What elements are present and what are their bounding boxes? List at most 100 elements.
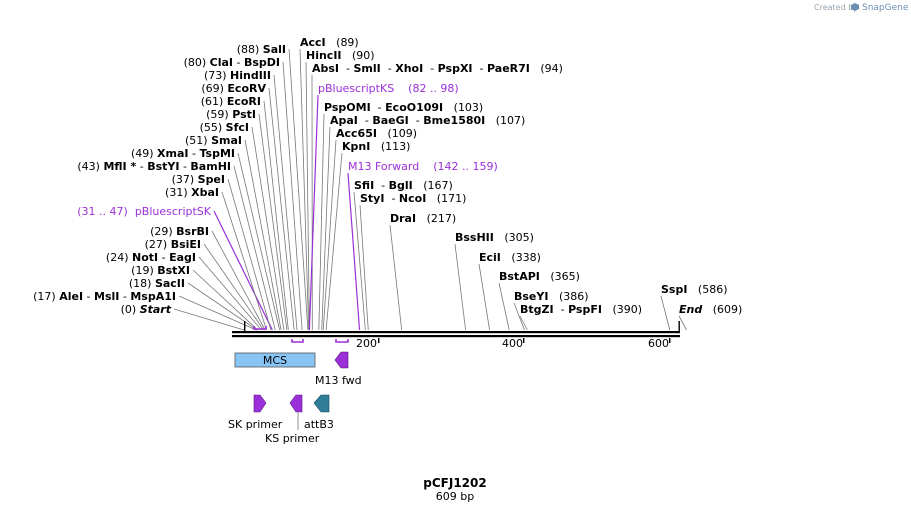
leader-line-l38	[678, 315, 687, 331]
label-part: SalI	[263, 43, 286, 56]
label-part: (59)	[206, 108, 232, 121]
label-part: (51)	[185, 134, 211, 147]
site-label-l13[interactable]: (55) SfcI	[200, 121, 249, 134]
label-part: StyI	[360, 192, 384, 205]
label-part: ApaI	[330, 114, 358, 127]
site-label-l34[interactable]: BstAPI (365)	[499, 270, 580, 283]
site-label-l15[interactable]: (61) EcoRI	[201, 95, 261, 108]
label-part: KpnI	[342, 140, 370, 153]
site-label-l19[interactable]: (88) SalI	[237, 43, 286, 56]
label-part: -	[119, 290, 130, 303]
leader-line-l24	[318, 113, 325, 331]
site-label-l20[interactable]: AccI (89)	[300, 36, 359, 49]
label-part: (80)	[184, 56, 210, 69]
site-label-l11[interactable]: (49) XmaI - TspMI	[131, 147, 235, 160]
label-part: (103)	[443, 101, 483, 114]
label-part: (386)	[548, 290, 588, 303]
site-label-l33[interactable]: EciI (338)	[479, 251, 541, 264]
site-label-l9[interactable]: (37) SpeI	[172, 173, 225, 186]
attb3-label: attB3	[304, 418, 334, 431]
primer-label-l7[interactable]: (31 .. 47) pBluescriptSK	[77, 205, 212, 218]
site-label-l25[interactable]: ApaI - BaeGI - Bme1580I (107)	[330, 114, 525, 127]
site-label-l5[interactable]: (27) BsiEI	[145, 238, 201, 251]
site-label-l37[interactable]: SspI (586)	[661, 283, 728, 296]
primer-label-l23[interactable]: pBluescriptKS (82 .. 98)	[318, 82, 459, 95]
attb3-arrow-icon[interactable]	[313, 394, 330, 413]
site-label-l16[interactable]: (69) EcoRV	[201, 82, 266, 95]
site-label-l24[interactable]: PspOMI - EcoO109I (103)	[324, 101, 483, 114]
label-part: BsrBI	[176, 225, 209, 238]
primer-mark-ks	[291, 339, 304, 343]
site-label-l36[interactable]: BtgZI - PspFI (390)	[520, 303, 642, 316]
label-part: XhoI	[395, 62, 423, 75]
site-label-l29[interactable]: SfiI - BglI (167)	[354, 179, 453, 192]
site-label-l0[interactable]: (0) Start	[121, 303, 172, 316]
site-label-l32[interactable]: BssHII (305)	[455, 231, 534, 244]
site-label-l38[interactable]: End (609)	[679, 303, 742, 316]
ruler-tick-200	[378, 338, 380, 343]
label-part: BstXI	[157, 264, 190, 277]
site-label-l1[interactable]: (17) AleI - MslI - MspA1I	[33, 290, 176, 303]
label-part: SacII	[155, 277, 185, 290]
site-label-l31[interactable]: DraI (217)	[390, 212, 456, 225]
primer-mark-sk	[253, 326, 267, 330]
label-part: -	[136, 160, 147, 173]
label-part: -	[371, 101, 385, 114]
label-part: -	[358, 114, 372, 127]
label-part: -	[384, 192, 398, 205]
feature-attb3[interactable]: attB3	[304, 394, 334, 431]
mcs-label: MCS	[263, 354, 287, 367]
site-label-l4[interactable]: (24) NotI - EagI	[106, 251, 196, 264]
site-label-l3[interactable]: (19) BstXI	[131, 264, 190, 277]
label-part: Start	[140, 303, 172, 316]
site-label-l8[interactable]: (31) XbaI	[165, 186, 219, 199]
label-part: (88)	[237, 43, 263, 56]
label-part: (171)	[426, 192, 466, 205]
ruler: 200 400 600	[356, 337, 671, 350]
leader-line-l18	[282, 61, 303, 331]
label-part: (609)	[702, 303, 742, 316]
site-label-l22[interactable]: AbsI - SmlI - XhoI - PspXI - PaeR7I (94)	[312, 62, 563, 75]
site-label-l10[interactable]: (43) MflI * - BstYI - BamHI	[77, 160, 231, 173]
site-label-l30[interactable]: StyI - NcoI (171)	[360, 192, 466, 205]
label-part: XmaI	[157, 147, 188, 160]
ks-primer-arrow-icon[interactable]	[289, 394, 303, 413]
sk-primer-arrow-icon[interactable]	[253, 394, 267, 413]
label-part: (27)	[145, 238, 171, 251]
leader-line-l19	[288, 48, 309, 331]
leader-line-l31	[389, 224, 403, 331]
label-part: (24)	[106, 251, 132, 264]
site-label-l35[interactable]: BseYI (386)	[514, 290, 589, 303]
leader-line-l3	[192, 269, 259, 331]
label-part: BspDI	[244, 56, 280, 69]
site-label-l18[interactable]: (80) ClaI - BspDI	[184, 56, 280, 69]
label-part: BtgZI	[520, 303, 554, 316]
leader-line-l11	[237, 152, 280, 331]
label-part: (73)	[204, 69, 230, 82]
label-part: SfiI	[354, 179, 374, 192]
feature-m13-fwd[interactable]: M13 fwd	[315, 351, 362, 387]
label-part: EciI	[479, 251, 501, 264]
leader-line-l23	[308, 94, 319, 331]
label-part: (89)	[326, 36, 359, 49]
mcs-box[interactable]	[234, 352, 316, 368]
snapgene-brand-text: SnapGene	[862, 3, 909, 13]
feature-sk-primer[interactable]: SK primer	[228, 394, 283, 431]
label-part: -	[381, 62, 395, 75]
site-label-l26[interactable]: Acc65I (109)	[336, 127, 417, 140]
label-part: (113)	[370, 140, 410, 153]
site-label-l21[interactable]: HincII (90)	[306, 49, 375, 62]
feature-mcs[interactable]: MCS	[234, 352, 316, 368]
site-label-l12[interactable]: (51) SmaI	[185, 134, 242, 147]
feature-ks-primer[interactable]: KS primer	[265, 394, 320, 445]
label-part: (0)	[121, 303, 140, 316]
leader-line-l28	[347, 172, 361, 331]
site-label-l14[interactable]: (59) PstI	[206, 108, 256, 121]
m13-fwd-arrow-icon[interactable]	[334, 351, 349, 369]
primer-label-l28[interactable]: M13 Forward (142 .. 159)	[348, 160, 498, 173]
site-label-l27[interactable]: KpnI (113)	[342, 140, 410, 153]
site-label-l2[interactable]: (18) SacII	[129, 277, 185, 290]
site-label-l6[interactable]: (29) BsrBI	[150, 225, 209, 238]
site-label-l17[interactable]: (73) HindIII	[204, 69, 271, 82]
